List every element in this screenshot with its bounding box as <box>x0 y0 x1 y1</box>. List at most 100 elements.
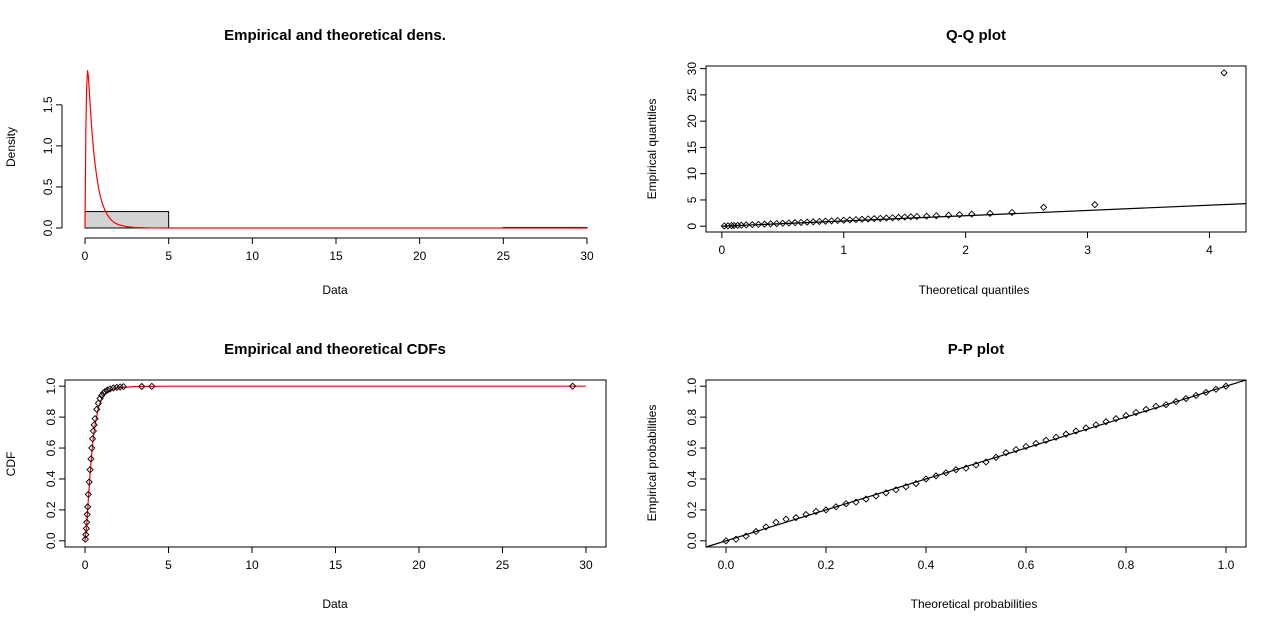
qq-point <box>932 212 941 220</box>
cdf-x-tick-label: 5 <box>165 558 172 572</box>
qq-point <box>742 221 750 229</box>
qq-x-tick-label: 4 <box>1206 243 1213 257</box>
pp-point <box>832 503 840 511</box>
pp-point <box>932 472 940 480</box>
qq-point <box>901 213 909 221</box>
pp-point <box>922 475 930 483</box>
cdf-y-tick-label: 0.2 <box>44 501 58 518</box>
density-x-tick-label: 10 <box>246 249 260 263</box>
cdf-point <box>82 524 91 533</box>
pp-point <box>1202 388 1210 397</box>
qq-point <box>968 210 976 218</box>
cdf-point <box>113 383 121 392</box>
cdf-x-tick-label: 25 <box>496 558 510 572</box>
cdf-y-tick-label: 0.0 <box>44 532 58 549</box>
pp-point <box>1042 436 1050 444</box>
pp-point <box>812 507 820 516</box>
density-x-tick-label: 25 <box>497 249 511 263</box>
cdf-y-tick-label: 0.6 <box>44 439 58 456</box>
pp-point <box>852 498 860 506</box>
qq-point <box>1220 69 1228 77</box>
cdf-point <box>84 490 93 499</box>
density-y-tick-label: 0.0 <box>41 219 55 236</box>
pp-point <box>1222 382 1230 390</box>
density-ylabel: Density <box>4 127 18 167</box>
pp-point <box>752 527 760 536</box>
qq-y-tick-label: 30 <box>685 62 699 76</box>
qq-point <box>779 219 787 227</box>
pp-point <box>1212 385 1220 393</box>
pp-point <box>1012 445 1020 454</box>
qq-point <box>834 216 842 225</box>
qq-point <box>827 217 836 225</box>
pp-x-tick-label: 0.2 <box>818 558 835 572</box>
density-y-tick-label: 0.5 <box>41 178 55 195</box>
pp-point <box>902 483 910 491</box>
pp-point <box>842 500 850 508</box>
pp-xlabel: Theoretical probabilities <box>911 597 1038 611</box>
qq-point <box>785 219 793 227</box>
qq-point <box>852 215 860 224</box>
qq-point <box>809 218 817 226</box>
cdf-x-tick-label: 10 <box>245 558 259 572</box>
pp-point <box>1132 408 1140 417</box>
pp-point <box>962 464 970 472</box>
cdf-point <box>90 421 98 429</box>
cdf-y-tick-label: 0.8 <box>44 408 58 425</box>
density-y-tick-label: 1.0 <box>41 137 55 154</box>
pp-x-tick-label: 0.0 <box>718 558 735 572</box>
qq-point <box>727 221 736 230</box>
qq-y-tick-label: 5 <box>685 196 699 203</box>
qq-point <box>922 212 931 220</box>
cdf-point <box>93 405 101 414</box>
cdf-x-tick-label: 30 <box>579 558 593 572</box>
pp-title: P-P plot <box>948 341 1004 358</box>
pp-y-tick-label: 0.2 <box>685 501 699 518</box>
pp-point <box>862 495 870 503</box>
qq-point <box>907 213 915 221</box>
cdf-x-tick-label: 15 <box>329 558 343 572</box>
pp-point <box>792 513 800 522</box>
pp-point <box>1162 401 1170 409</box>
pp-point <box>982 458 990 466</box>
density-x-tick-label: 5 <box>165 249 172 263</box>
density-title: Empirical and theoretical dens. <box>224 27 446 44</box>
qq-point <box>913 212 921 221</box>
density-histogram <box>84 211 588 229</box>
density-x-axis: 0 5 10 15 20 25 30 <box>82 237 594 263</box>
cdf-xlabel: Data <box>322 597 348 611</box>
cdf-y-tick-label: 1.0 <box>44 378 58 395</box>
pp-point <box>1092 421 1100 429</box>
pp-point <box>802 510 810 519</box>
pp-point <box>1112 415 1120 423</box>
qq-x-axis: 0 1 2 3 4 <box>719 231 1213 257</box>
cdf-x-axis: 0 5 10 15 20 25 30 <box>82 546 593 572</box>
qq-xlabel: Theoretical quantiles <box>919 283 1030 297</box>
cdf-point <box>86 466 94 474</box>
cdf-point <box>103 386 112 394</box>
qq-point <box>986 209 994 217</box>
cdf-point <box>83 510 91 519</box>
pp-point <box>1142 405 1150 414</box>
pp-point <box>822 506 830 514</box>
cdf-point <box>91 415 99 423</box>
pp-y-tick-label: 1.0 <box>685 378 699 395</box>
pp-reference-line-group <box>705 379 1247 548</box>
pp-x-tick-label: 0.6 <box>1018 558 1035 572</box>
pp-point <box>772 518 780 526</box>
pp-point <box>762 523 770 531</box>
qq-ylabel: Empirical quantiles <box>645 99 659 200</box>
cdf-point <box>148 382 156 390</box>
density-y-tick-label: 1.5 <box>41 96 55 113</box>
density-x-tick-label: 15 <box>329 249 343 263</box>
cdf-point <box>99 389 108 397</box>
cdf-point <box>85 478 93 486</box>
cdf-point <box>89 427 98 435</box>
pp-panel: P-P plot Theoretical probabilities Empir… <box>645 341 1247 611</box>
qq-point <box>803 218 811 226</box>
cdf-x-tick-label: 20 <box>412 558 426 572</box>
cdf-points <box>81 382 577 543</box>
cdf-point <box>138 382 146 391</box>
cdf-point <box>98 391 106 400</box>
pp-points <box>722 382 1230 545</box>
